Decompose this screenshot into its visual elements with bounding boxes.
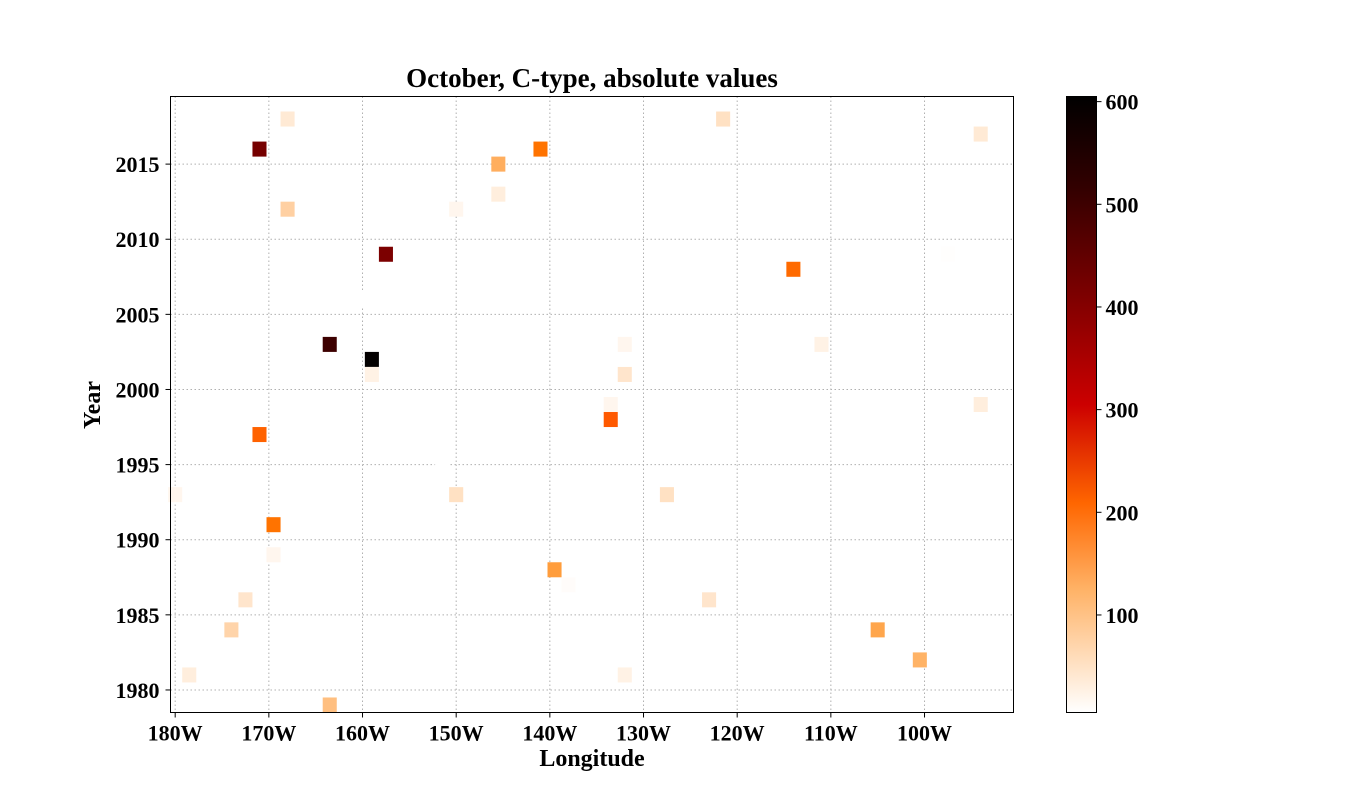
chart-title: October, C-type, absolute values [406,63,778,93]
heatmap-cell [252,427,267,443]
heatmap-cell [266,517,281,533]
y-tick-label: 1985 [116,603,160,628]
x-tick-label: 150W [429,721,484,746]
x-tick-label: 100W [897,721,952,746]
heatmap-cell [659,487,674,503]
y-tick-label: 1995 [116,453,160,478]
x-axis-label: Longitude [539,746,645,772]
heatmap-cell [364,366,379,382]
x-tick-label: 140W [522,721,577,746]
heatmap-cell [940,246,955,262]
heatmap-cell [266,547,281,563]
colorbar-tick-label: 100 [1106,603,1139,628]
colorbar [1066,96,1097,713]
y-tick-label: 1990 [116,528,160,553]
heatmap-cell [252,141,267,157]
colorbar-tick-label: 300 [1106,398,1139,423]
colorbar-tick-label: 400 [1106,295,1139,320]
heatmap-cell [238,592,253,608]
heatmap-cell [449,201,464,217]
heatmap-cell [716,111,731,127]
heatmap-cell [533,141,548,157]
heatmap-cell [870,622,885,638]
heatmap-cell [617,336,632,352]
heatmap-cell [617,366,632,382]
heatmap-cell [168,487,183,503]
heatmap-cell [322,697,337,713]
y-tick-label: 2000 [116,377,160,402]
heatmap-cell [280,111,295,127]
x-tick-label: 160W [335,721,390,746]
heatmap-cell [702,592,717,608]
heatmap-cell [617,667,632,683]
heatmap-cells [168,111,988,713]
y-tick-label: 2005 [116,302,160,327]
heatmap-cell [912,652,927,668]
colorbar-ticks: 100 200 300 400 500 600 [1096,90,1139,628]
heatmap-cell [322,336,337,352]
heatmap-cell [350,291,365,307]
y-axis-label: Year [80,381,106,429]
heatmap-cell [547,562,562,578]
heatmap-cell [603,396,618,413]
y-tick-label: 2010 [116,227,160,252]
heatmap-cell [561,577,576,593]
plot-frame [170,96,1014,713]
colorbar-tick-label: 200 [1106,500,1139,525]
x-axis: 180W 170W 160W 150W 140W 130W 120W 110W 100W [148,712,952,746]
grid-lines [170,96,1014,713]
heatmap-cell [224,622,239,638]
heatmap-cell [603,412,618,428]
colorbar-tick-label: 600 [1106,90,1139,115]
heatmap-cell [491,156,506,172]
heatmap-cell [973,126,988,142]
heatmap-cell [435,457,450,473]
x-tick-label: 110W [804,721,858,746]
x-tick-label: 130W [616,721,671,746]
y-axis: 1980 1985 1990 1995 2000 2005 2010 2015 [116,152,171,703]
x-tick-label: 120W [710,721,765,746]
heatmap-cell [973,396,988,413]
colorbar-tick-label: 500 [1106,192,1139,217]
heatmap-cell [182,667,197,683]
heatmap-cell [449,487,464,503]
x-tick-label: 180W [148,721,203,746]
y-tick-label: 1980 [116,678,160,703]
heatmap-cell [491,186,506,202]
y-tick-label: 2015 [116,152,160,177]
heatmap-cell [280,201,295,217]
heatmap-cell [364,351,379,367]
x-tick-label: 170W [241,721,296,746]
heatmap-cell [786,261,801,277]
heatmap-cell [378,246,393,262]
heatmap-cell [814,336,829,352]
